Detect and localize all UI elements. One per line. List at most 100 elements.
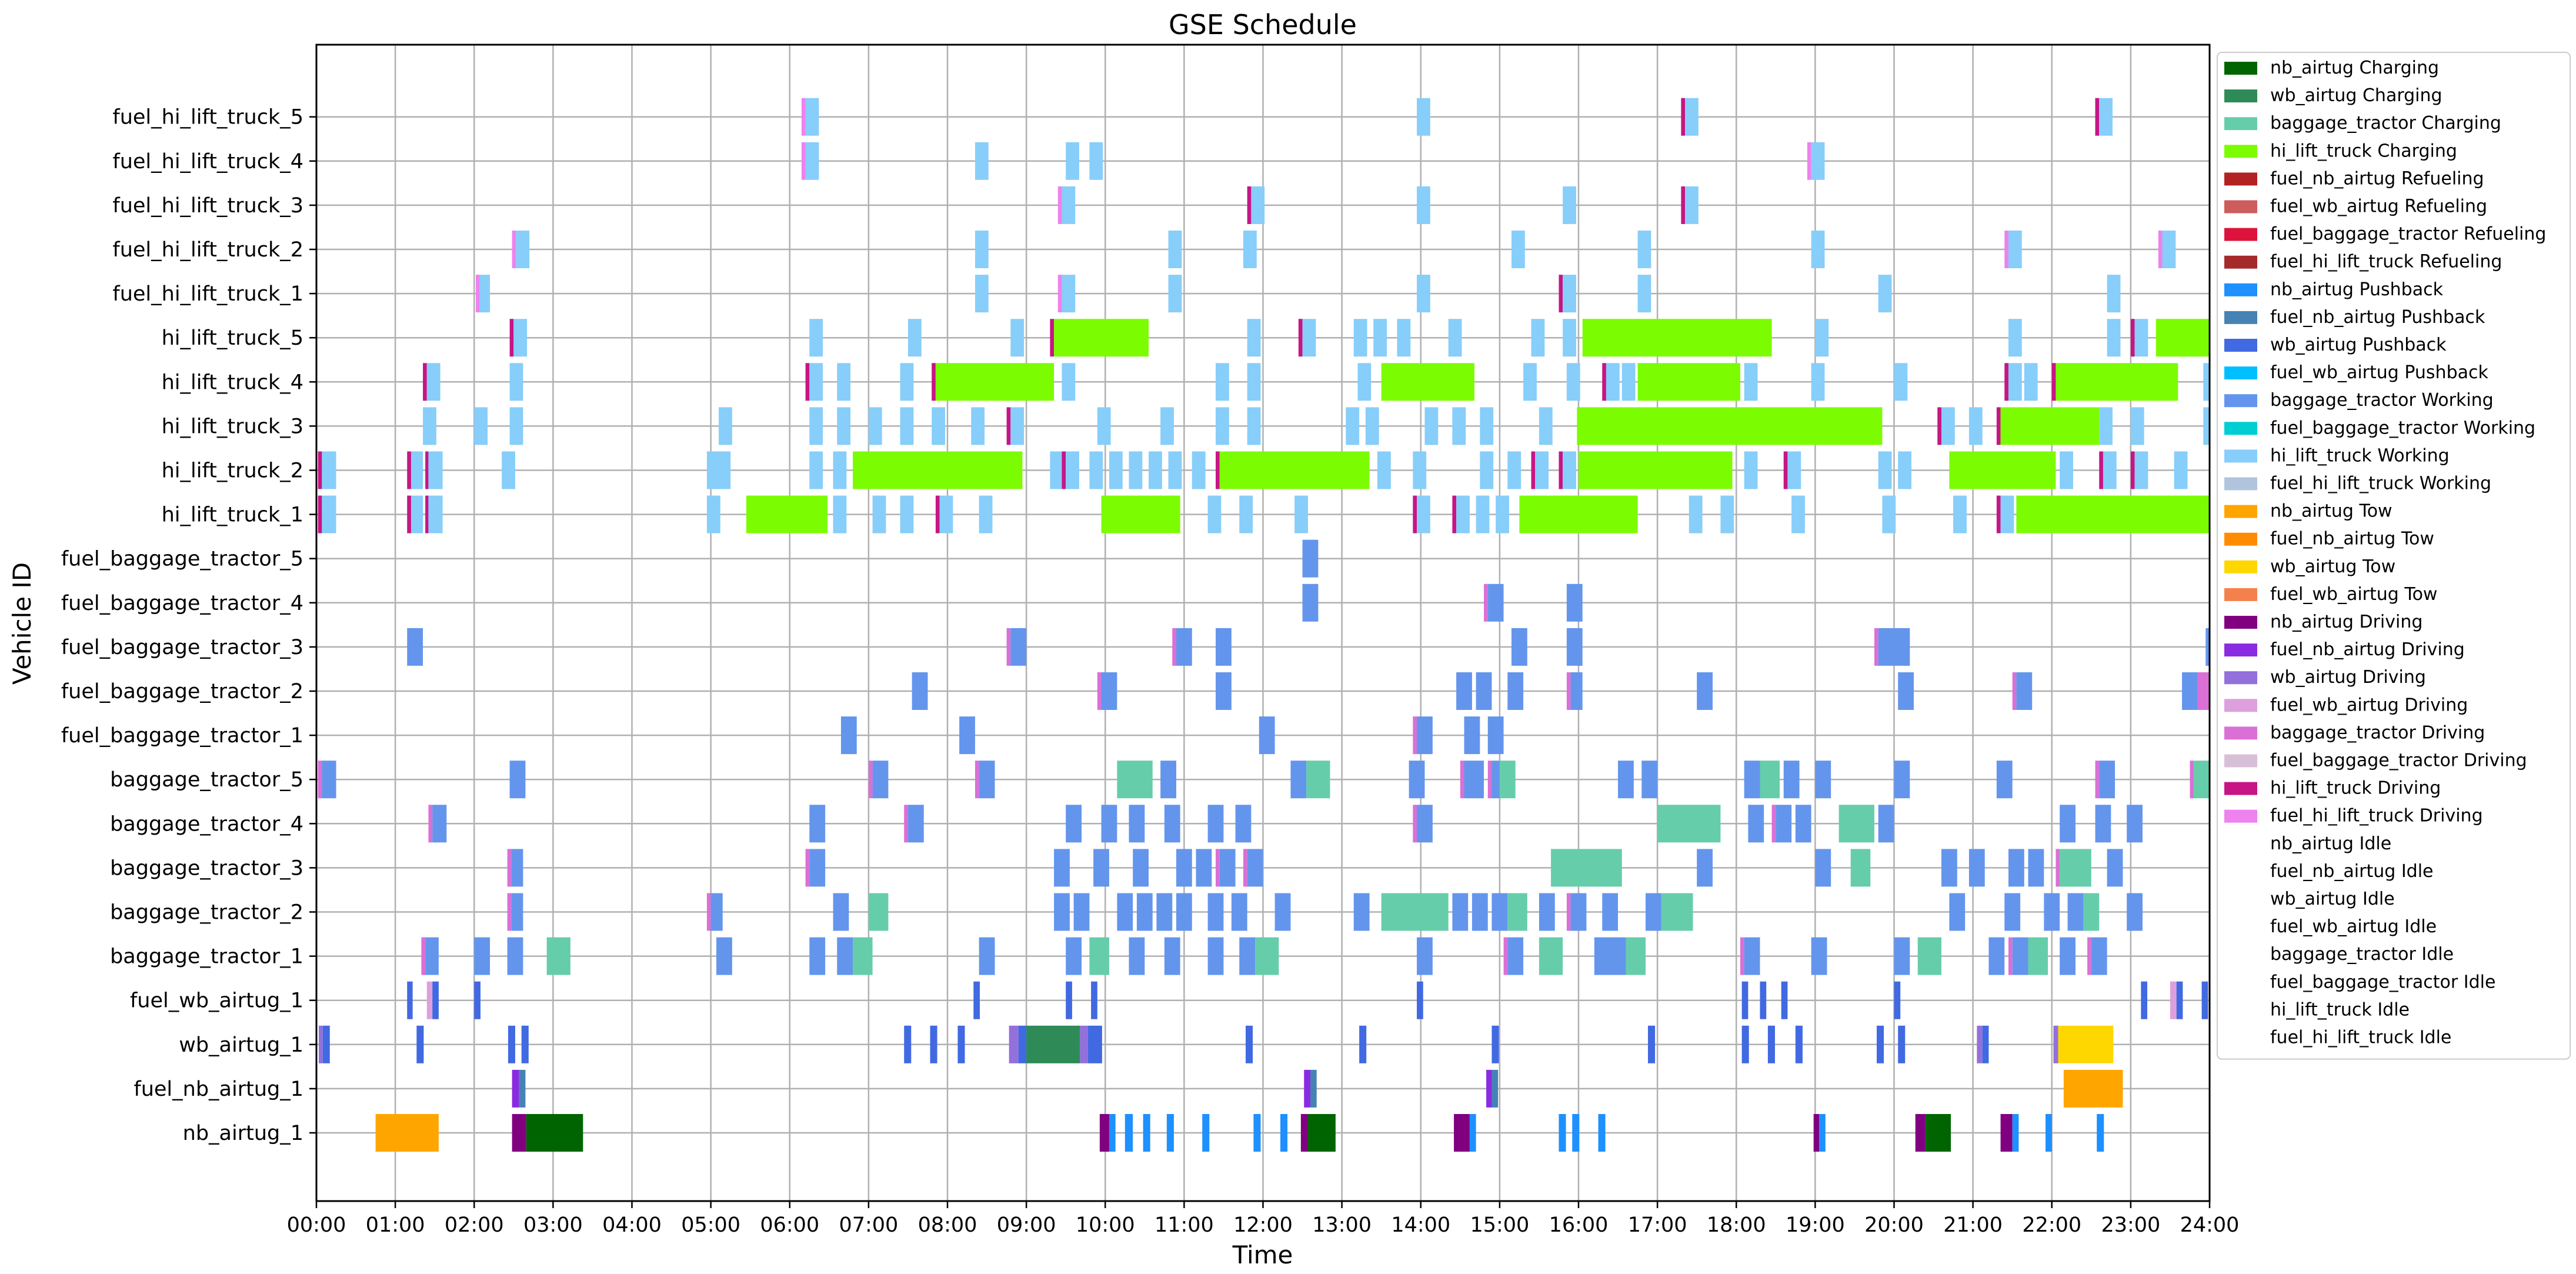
legend-swatch <box>2224 1031 2257 1045</box>
task-bar <box>1062 186 1076 224</box>
task-bar <box>1689 495 1703 533</box>
task-bar <box>1471 893 1488 931</box>
legend-swatch <box>2224 422 2257 435</box>
task-bar <box>1811 142 1825 180</box>
task-bar <box>1300 1114 1308 1152</box>
x-tick-label: 18:00 <box>1707 1213 1766 1237</box>
task-bar <box>1531 319 1545 357</box>
task-bar <box>1464 716 1480 755</box>
task-bar <box>1247 407 1261 445</box>
task-bar <box>1570 893 1587 931</box>
task-bar <box>1125 1114 1133 1152</box>
task-bar <box>511 849 523 887</box>
task-bar <box>2130 407 2144 445</box>
task-bar <box>1637 275 1651 313</box>
task-bar <box>2000 1114 2013 1152</box>
task-bar <box>1760 981 1767 1019</box>
task-bar <box>1413 716 1417 755</box>
task-bar <box>319 1025 323 1063</box>
task-bar <box>2051 363 2056 401</box>
task-bar <box>1080 1025 1088 1063</box>
task-bar <box>1807 142 1811 180</box>
task-bar <box>1353 893 1370 931</box>
task-bar <box>2097 1114 2104 1152</box>
task-bar <box>1109 451 1123 489</box>
task-bar <box>1101 805 1117 843</box>
task-bar <box>411 451 423 489</box>
y-tick-label: hi_lift_truck_2 <box>162 459 303 483</box>
task-bar <box>2060 849 2091 887</box>
task-bar <box>1551 849 1622 887</box>
task-bar <box>1815 849 1831 887</box>
y-tick-label: hi_lift_truck_4 <box>162 371 303 394</box>
task-bar <box>900 363 914 401</box>
legend-swatch <box>2224 89 2257 103</box>
task-bar <box>1776 805 1792 843</box>
task-bar <box>1606 363 1620 401</box>
task-bar <box>1511 628 1527 666</box>
task-bar <box>2058 1025 2114 1063</box>
x-tick-label: 11:00 <box>1154 1213 1214 1237</box>
task-bar <box>1795 805 1811 843</box>
legend-swatch <box>2224 754 2257 768</box>
task-bar <box>1057 275 1062 313</box>
task-bar <box>1813 1114 1820 1152</box>
legend-swatch <box>2224 311 2257 324</box>
legend-label: wb_airtug Driving <box>2270 667 2426 688</box>
y-tick-label: fuel_hi_lift_truck_3 <box>112 194 303 218</box>
task-bar <box>1353 319 1367 357</box>
task-bar <box>1243 231 1257 268</box>
task-bar <box>322 1025 330 1063</box>
legend-swatch <box>2224 339 2257 352</box>
task-bar <box>932 407 945 445</box>
task-bar <box>1359 1025 1367 1063</box>
task-bar <box>840 716 857 755</box>
task-bar <box>809 319 823 357</box>
task-bar <box>2000 495 2014 533</box>
task-bar <box>2099 761 2115 799</box>
task-bar <box>2107 849 2123 887</box>
task-bar <box>2000 407 2100 445</box>
task-bar <box>1097 407 1111 445</box>
task-bar <box>1977 1025 1983 1063</box>
task-bar <box>746 495 828 533</box>
legend-label: fuel_baggage_tractor Idle <box>2270 972 2495 992</box>
task-bar <box>1245 1025 1253 1063</box>
task-bar <box>516 231 530 268</box>
x-axis-ticks: 00:00 01:00 02:00 03:00 04:00 05:00 06:00 07:00… <box>287 1201 2239 1237</box>
task-bar <box>1176 849 1192 887</box>
task-bar <box>1915 1114 1926 1152</box>
task-bar <box>426 981 433 1019</box>
task-bar <box>1156 893 1173 931</box>
task-bar <box>1491 1069 1499 1108</box>
legend-label: fuel_nb_airtug Driving <box>2270 639 2465 660</box>
task-bar <box>1247 319 1261 357</box>
x-tick-label: 05:00 <box>681 1213 740 1237</box>
task-bar <box>1767 1025 1775 1063</box>
task-bar <box>2107 275 2121 313</box>
task-bar <box>1539 893 1555 931</box>
legend-label: fuel_baggage_tractor Driving <box>2270 751 2527 771</box>
task-bar <box>322 761 336 799</box>
legend-label: fuel_hi_lift_truck Idle <box>2270 1028 2451 1048</box>
task-bar <box>1357 363 1372 401</box>
x-tick-label: 08:00 <box>918 1213 977 1237</box>
x-tick-label: 01:00 <box>366 1213 425 1237</box>
task-bar <box>1290 761 1307 799</box>
task-bar <box>837 937 853 975</box>
task-bar <box>2134 451 2148 489</box>
task-bar <box>1417 495 1430 533</box>
x-tick-label: 02:00 <box>445 1213 504 1237</box>
legend-label: fuel_wb_airtug Refueling <box>2270 196 2487 217</box>
legend-swatch <box>2224 505 2257 518</box>
task-bar <box>2012 1114 2019 1152</box>
task-bar <box>2016 495 2210 533</box>
x-tick-label: 14:00 <box>1391 1213 1450 1237</box>
task-bar <box>975 761 979 799</box>
y-tick-label: fuel_baggage_tractor_3 <box>61 636 303 659</box>
task-bar <box>2008 231 2022 268</box>
task-bar <box>809 363 823 401</box>
task-bar <box>1373 319 1387 357</box>
